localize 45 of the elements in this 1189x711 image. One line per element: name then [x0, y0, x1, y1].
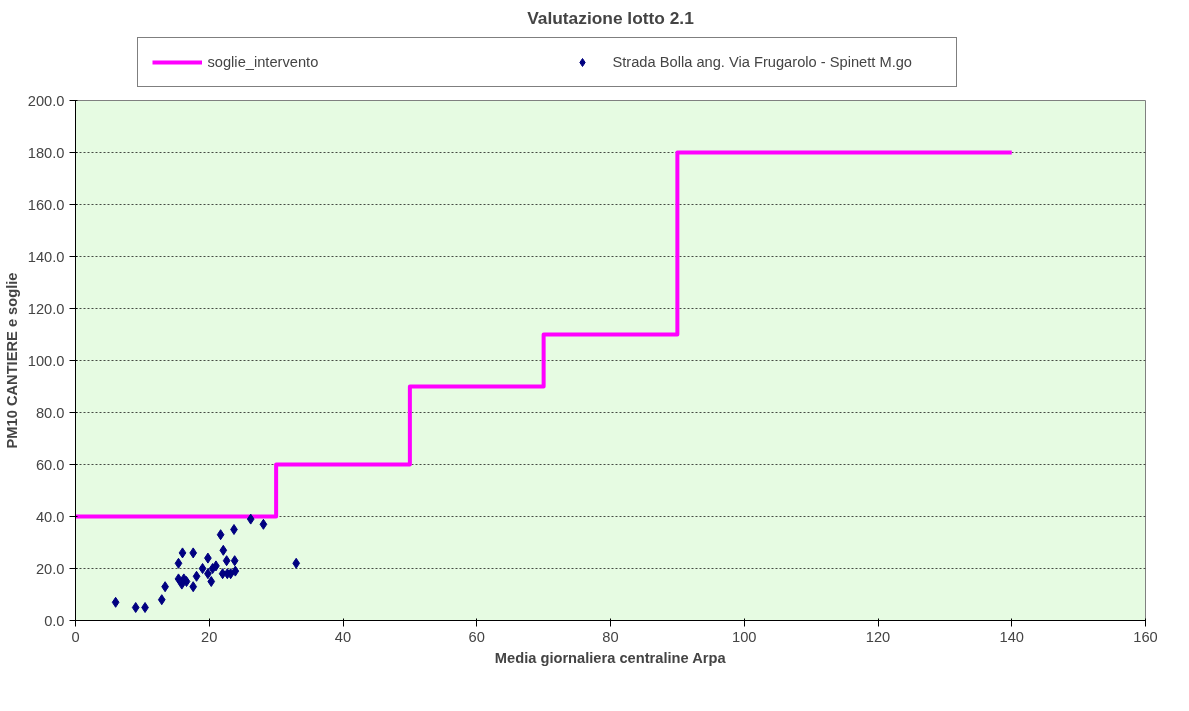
- x-tick-label: 60: [468, 628, 485, 645]
- point: [207, 576, 216, 587]
- x-tick-label: 100: [732, 628, 757, 645]
- y-tick-label: 80.0: [35, 404, 65, 421]
- point: [174, 557, 183, 569]
- y-tick-label: 140.0: [27, 248, 65, 265]
- point: [216, 529, 225, 541]
- point: [219, 544, 228, 556]
- point: [198, 563, 207, 574]
- y-tick-label: 20.0: [35, 560, 65, 577]
- x-tick-label: 160: [1133, 628, 1158, 645]
- x-axis-title: Media giornaliera centraline Arpa: [494, 649, 727, 666]
- x-tick-label: 120: [865, 628, 891, 645]
- point: [292, 557, 301, 569]
- y-tick-label: 120.0: [27, 300, 65, 317]
- x-tick-label: 140: [999, 628, 1024, 645]
- point: [192, 570, 201, 582]
- y-axis-title: PM10 CANTIERE e soglie: [3, 272, 20, 449]
- x-tick-label: 0: [71, 628, 80, 645]
- point: [231, 565, 240, 577]
- point: [189, 547, 198, 559]
- y-tick-label: 0.0: [44, 612, 65, 629]
- y-tick-label: 160.0: [27, 196, 65, 213]
- point: [157, 594, 166, 606]
- point: [111, 596, 120, 608]
- point: [230, 524, 238, 535]
- point: [141, 602, 149, 613]
- x-tick-label: 80: [602, 628, 619, 645]
- chart-title: Valutazione lotto 2.1: [527, 7, 695, 28]
- y-tick-label: 200.0: [27, 92, 65, 109]
- y-tick-label: 40.0: [35, 508, 65, 525]
- x-tick-label: 40: [334, 628, 352, 645]
- legend-label: soglie_intervento: [207, 54, 320, 70]
- y-tick-label: 60.0: [35, 456, 65, 473]
- x-tick-label: 20: [201, 628, 218, 645]
- point: [246, 513, 255, 525]
- y-tick-label: 100.0: [27, 352, 65, 369]
- point: [222, 555, 231, 567]
- point: [178, 547, 187, 559]
- point: [259, 518, 268, 530]
- point: [189, 581, 198, 593]
- point: [230, 555, 239, 567]
- point: [131, 602, 140, 613]
- y-tick-label: 180.0: [27, 144, 65, 161]
- legend-label: Strada Bolla ang. Via Frugarolo - Spinett M.go: [612, 54, 914, 70]
